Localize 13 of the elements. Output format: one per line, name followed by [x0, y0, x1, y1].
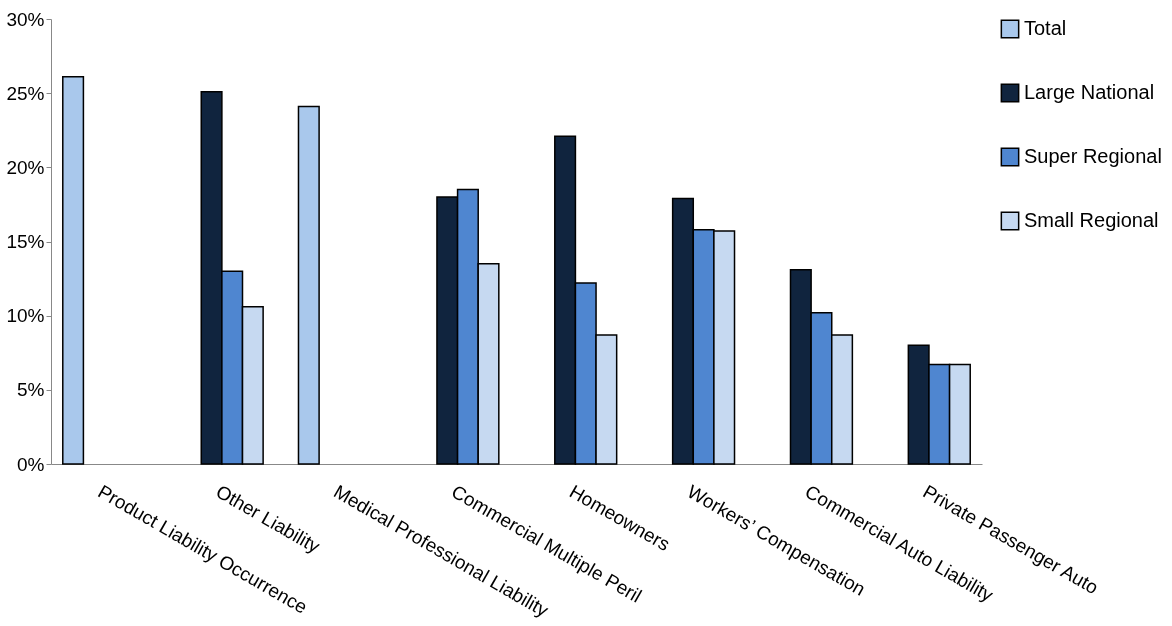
y-tick-label: 0%: [17, 453, 45, 475]
legend-label: Large National: [1024, 81, 1155, 103]
y-tick-label: 25%: [6, 82, 45, 104]
bar: [297, 105, 320, 465]
y-tick-label: 15%: [6, 231, 45, 252]
y-tick-label: 30%: [6, 8, 45, 30]
y-tick-label: 10%: [6, 305, 45, 327]
legend-label: Super Regional: [1024, 145, 1162, 167]
legend-label: Total: [1024, 17, 1067, 39]
y-tick-label: 20%: [6, 156, 45, 178]
y-tick-label: 5%: [17, 379, 45, 401]
legend-label: Small Regional: [1024, 209, 1159, 231]
bar: [62, 76, 85, 465]
